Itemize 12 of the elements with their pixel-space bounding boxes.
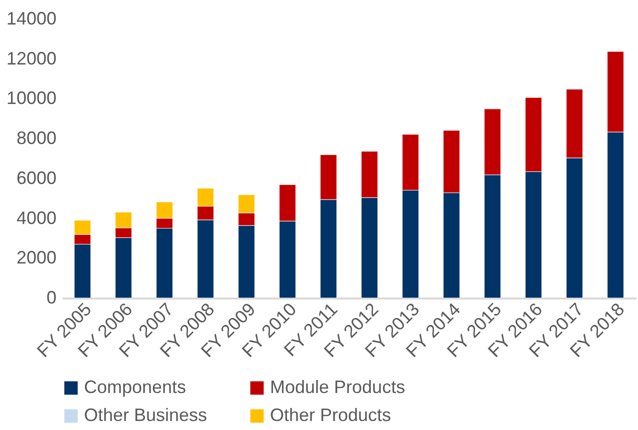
y-tick-label: 4000 [16,208,56,228]
legend-label: Module Products [270,377,406,397]
legend-label: Components [84,377,186,397]
y-tick-label: 10000 [6,88,56,108]
y-tick-label: 2000 [16,248,56,268]
y-tick-label: 12000 [6,48,56,68]
y-tick-label: 0 [46,288,56,308]
y-tick-label: 14000 [6,8,56,28]
legend-label: Other Business [84,405,208,425]
y-tick-label: 6000 [16,168,56,188]
y-tick-label: 8000 [16,128,56,148]
legend-label: Other Products [270,405,392,425]
